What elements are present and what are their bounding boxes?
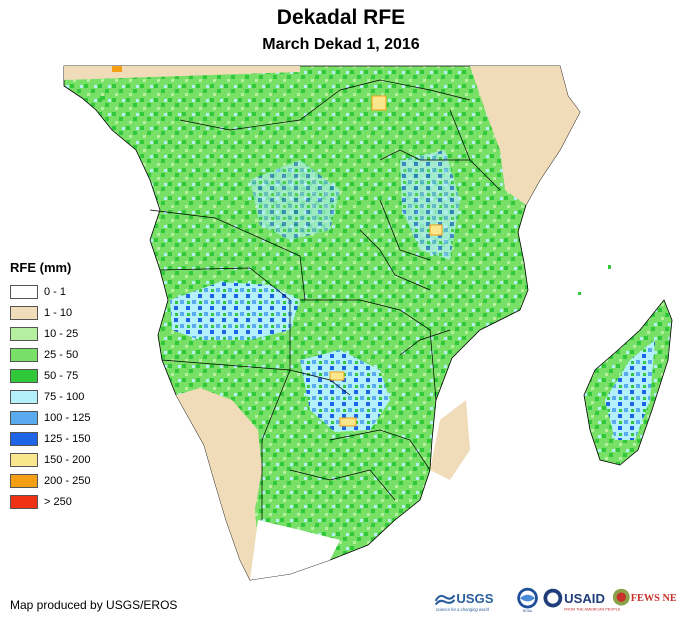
legend-item: 1 - 10	[10, 302, 90, 323]
legend-item: 100 - 125	[10, 407, 90, 428]
usgs-logo: USGS science for a changing world	[434, 591, 494, 612]
legend-item: 50 - 75	[10, 365, 90, 386]
hotspot-1	[371, 95, 387, 111]
dry-horn	[470, 66, 580, 205]
map-title: Dekadal RFE	[276, 6, 406, 29]
usaid-logo: USAID FROM THE AMERICAN PEOPLE	[543, 588, 621, 611]
dry-southwest	[176, 388, 262, 580]
legend-swatch	[10, 452, 38, 467]
legend-swatch	[10, 305, 38, 320]
svg-text:FROM THE AMERICAN PEOPLE: FROM THE AMERICAN PEOPLE	[564, 607, 621, 611]
noaa-logo: NOAA	[517, 587, 538, 613]
legend-item: > 250	[10, 491, 90, 512]
legend-swatch	[10, 389, 38, 404]
legend-label: 150 - 200	[44, 453, 91, 466]
legend-label: 200 - 250	[44, 474, 91, 487]
wet-congo	[250, 160, 340, 240]
legend-label: 10 - 25	[44, 327, 79, 340]
legend-label: 125 - 150	[44, 432, 91, 445]
legend-label: 1 - 10	[44, 306, 73, 319]
legend-item: 25 - 50	[10, 344, 90, 365]
fewsnet-logo: FEWS NET	[612, 588, 676, 606]
island-1	[578, 292, 581, 295]
legend-label: 25 - 50	[44, 348, 79, 361]
wet-angola-zambia	[170, 282, 300, 340]
svg-text:USGS: USGS	[456, 591, 493, 606]
hotspot-3	[329, 371, 345, 381]
legend-label: > 250	[44, 495, 72, 508]
agency-logos: USGS science for a changing world NOAA U…	[434, 587, 676, 613]
legend-label: 50 - 75	[44, 369, 79, 382]
country-borders	[149, 79, 501, 520]
legend-item: 150 - 200	[10, 449, 90, 470]
svg-text:science for a changing world: science for a changing world	[436, 607, 490, 612]
hotspot-4	[339, 417, 357, 427]
credit-text: Map produced by USGS/EROS	[10, 598, 178, 612]
legend-swatch	[10, 368, 38, 383]
map-subtitle: March Dekad 1, 2016	[262, 36, 420, 53]
hotspot-5	[112, 66, 122, 72]
legend-item: 125 - 150	[10, 428, 90, 449]
legend-swatch	[10, 473, 38, 488]
legend-swatch	[10, 431, 38, 446]
legend-swatch	[10, 410, 38, 425]
legend: RFE (mm) 0 - 1 1 - 10 10 - 25 25 - 50 50 - 7…	[10, 260, 90, 512]
dry-east-coast	[430, 400, 470, 480]
island-2	[608, 265, 611, 269]
dry-cape	[250, 520, 340, 580]
island-3	[100, 96, 105, 100]
svg-text:FEWS NET: FEWS NET	[631, 593, 676, 604]
legend-item: 200 - 250	[10, 470, 90, 491]
hotspot-2	[429, 224, 443, 236]
legend-swatch	[10, 494, 38, 509]
legend-label: 75 - 100	[44, 390, 85, 403]
svg-text:USAID: USAID	[564, 591, 605, 606]
legend-swatch	[10, 284, 38, 299]
legend-title: RFE (mm)	[10, 260, 72, 275]
dry-north-strip	[64, 66, 300, 80]
legend-swatch	[10, 347, 38, 362]
wet-lake-region	[400, 150, 460, 260]
legend-swatch	[10, 326, 38, 341]
legend-item: 0 - 1	[10, 281, 90, 302]
legend-item: 75 - 100	[10, 386, 90, 407]
legend-label: 100 - 125	[44, 411, 91, 424]
svg-text:NOAA: NOAA	[523, 609, 533, 613]
legend-label: 0 - 1	[44, 285, 67, 298]
legend-item: 10 - 25	[10, 323, 90, 344]
madagascar-wet	[605, 340, 655, 440]
